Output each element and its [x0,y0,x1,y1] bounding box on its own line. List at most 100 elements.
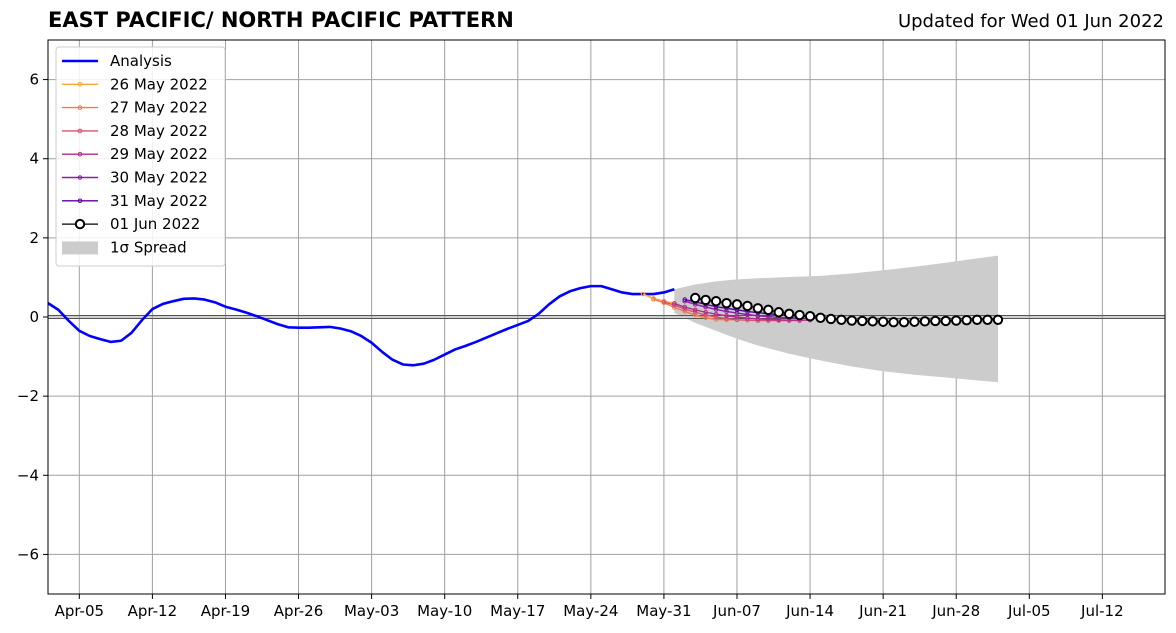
forecast-point [731,299,743,310]
forecast-point [825,313,837,325]
x-tick-label: Jun-28 [931,602,980,620]
forecast-point [773,307,784,318]
forecast-point [703,312,708,318]
legend-label: 31 May 2022 [110,192,208,210]
forecast-point [703,315,708,321]
x-tick-label: Jul-05 [1007,602,1051,620]
y-tick-label: −4 [17,466,39,484]
analysis-line [47,284,675,367]
legend-box [55,46,226,267]
y-tick-label: 4 [29,150,39,168]
forecast-point [713,314,719,320]
y-tick-label: −6 [17,545,39,563]
x-tick-label: Apr-19 [201,602,251,620]
forecast-point [982,314,993,325]
forecast-line [642,293,675,304]
forecast-point [721,297,732,309]
forecast-point [951,315,962,326]
legend-swatch-marker [74,218,86,230]
forecast-point [734,317,740,323]
x-tick-label: May-03 [344,602,399,620]
forecast-point [713,311,719,317]
legend-item: 01 Jun 2022 [62,215,200,233]
axes: Apr-05 Apr-12 Apr-19 Apr-26 May-03 May-10 May-… [17,39,1166,620]
y-tick-label: 2 [29,229,39,247]
forecast-point [700,294,711,306]
grid [48,40,1165,594]
forecast-point [672,301,677,306]
forecast-point [783,308,795,320]
legend-swatch-marker [77,82,83,87]
forecast-point [940,315,951,327]
forecast-point [961,314,972,326]
forecast-point [672,302,677,308]
x-tick-label: Jun-07 [712,602,761,620]
forecast-point [836,314,847,325]
legend-label: 30 May 2022 [110,169,208,187]
legend-label: 27 May 2022 [110,99,208,117]
legend-label: Analysis [110,52,172,70]
legend-item: 26 May 2022 [62,75,208,93]
legend-swatch-marker [77,105,83,110]
legend-swatch [62,241,98,255]
forecast-point [640,291,646,297]
forecast-point [692,307,698,313]
x-tick-label: May-17 [490,602,545,620]
forecast-point [804,311,816,322]
legend-item: 30 May 2022 [62,169,208,187]
legend-label: 01 Jun 2022 [110,215,200,233]
forecast-point [724,313,729,319]
chart-updated-label: Updated for Wed 01 Jun 2022 [897,11,1164,32]
legend-swatch-marker [77,175,83,180]
legend-item: 1σ Spread [62,238,187,256]
forecast-point [898,316,910,328]
legend-item: 31 May 2022 [62,192,208,210]
series-4 [672,301,813,323]
legend-item: 29 May 2022 [62,145,208,163]
forecast-point [724,316,729,321]
legend-label: 28 May 2022 [110,122,208,140]
forecast-point [766,317,771,322]
forecast-point [877,316,889,327]
series-0 [47,284,675,367]
x-tick-label: Jun-21 [858,602,907,620]
legend-swatch-marker [77,151,83,157]
x-tick-label: May-24 [563,602,618,620]
legend-item: Analysis [62,52,172,70]
chart-title: EAST PACIFIC/ NORTH PACIFIC PATTERN [48,8,514,32]
forecast-point [703,304,708,310]
forecast-point [710,295,722,307]
forecast-point [867,316,878,327]
forecast-point [815,312,826,323]
forecast-point [752,303,764,314]
forecast-point [857,315,868,327]
legend-item: 28 May 2022 [62,122,208,140]
forecast-point [971,314,983,325]
forecast-point [888,316,899,328]
forecast-point [692,312,698,318]
x-tick-label: Jul-12 [1080,602,1124,620]
y-tick-label: 6 [29,71,39,89]
forecast-point [846,315,858,326]
forecast-point [713,307,719,312]
forecast-point [682,304,688,310]
legend-label: 29 May 2022 [110,145,208,163]
x-tick-label: May-31 [636,602,691,620]
y-tick-label: 0 [29,308,39,326]
legend-item: 27 May 2022 [62,99,208,117]
legend-swatch-marker [77,128,83,134]
y-tick-label: −2 [17,387,39,405]
series-group [47,284,1004,367]
forecast-point [703,309,708,315]
x-tick-label: May-10 [417,602,472,620]
forecast-point [651,296,656,302]
x-tick-label: Apr-26 [274,602,324,620]
legend: Analysis 26 May 2022 27 May 2022 28 May 202… [55,46,226,267]
forecast-point [763,304,774,316]
forecast-point [992,314,1004,325]
forecast-line [653,298,737,321]
x-tick-label: Jun-14 [785,602,834,620]
legend-swatch-marker [77,198,83,204]
legend-label: 26 May 2022 [110,75,208,93]
